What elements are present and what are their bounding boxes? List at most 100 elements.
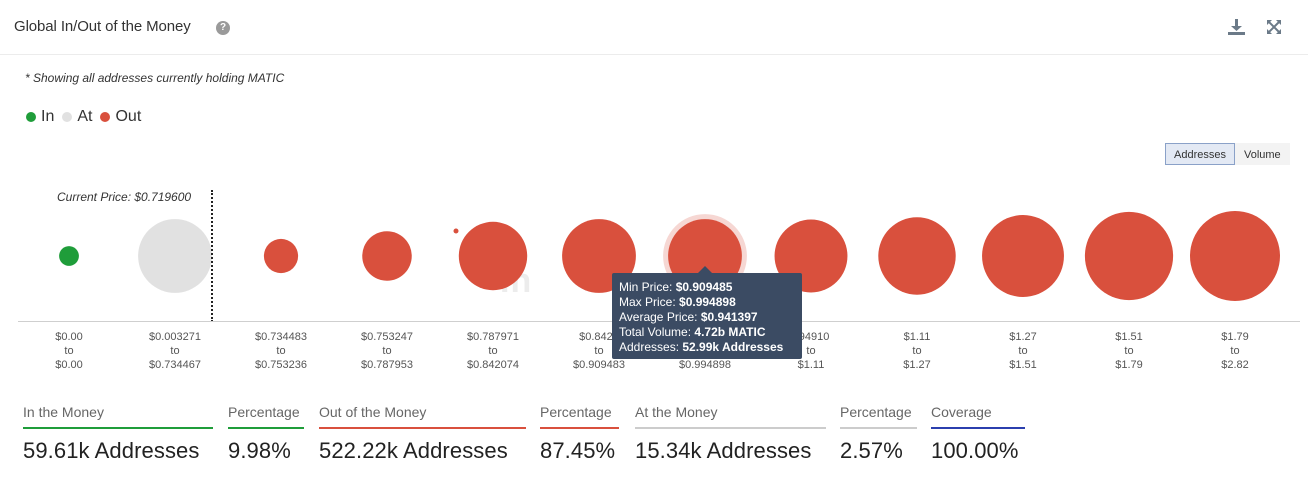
x-tick-min: $1.27 <box>1009 331 1037 343</box>
current-price-label: Current Price: $0.719600 <box>57 190 192 204</box>
x-tick-to: to <box>64 345 74 357</box>
summary-stats: In the Money 59.61k Addresses Percentage… <box>0 404 1308 484</box>
x-axis-ticks: $0.00 to $0.00 $0.003271 to $0.734467 $0.73448… <box>0 330 1308 375</box>
x-tick-label: $1.79 to $2.82 <box>1185 330 1285 372</box>
x-tick-max: $2.82 <box>1221 359 1249 371</box>
x-tick-max: $1.79 <box>1115 359 1143 371</box>
download-icon[interactable] <box>1225 16 1247 38</box>
x-tick-min: $0.00 <box>55 331 83 343</box>
volume-toggle-button[interactable]: Volume <box>1234 143 1290 165</box>
bubble-in[interactable] <box>59 246 79 266</box>
legend-dot-at <box>62 112 73 122</box>
legend: In At Out <box>26 107 149 127</box>
bubble-out[interactable] <box>878 217 956 295</box>
x-tick-max: $0.753236 <box>255 359 307 371</box>
x-tick-label: $0.994898 <box>655 330 755 372</box>
x-tick-max: $0.909483 <box>573 359 625 371</box>
stat-out-percentage: Percentage 87.45% <box>540 404 619 464</box>
x-tick-to: to <box>276 345 286 357</box>
stat-in-the-money: In the Money 59.61k Addresses <box>23 404 213 464</box>
stat-value: 15.34k Addresses <box>635 438 812 463</box>
bubble-out[interactable] <box>263 238 299 274</box>
stat-coverage: Coverage 100.00% <box>931 404 1025 464</box>
bubble-out[interactable] <box>1084 211 1174 301</box>
expand-icon[interactable] <box>1263 16 1285 38</box>
bubble-tooltip: Min Price: $0.909485 Max Price: $0.99489… <box>612 273 802 359</box>
legend-label: Out <box>115 108 142 125</box>
stat-out-of-the-money: Out of the Money 522.22k Addresses <box>319 404 526 464</box>
x-tick-min: $0.787971 <box>467 331 519 343</box>
stat-at-the-money: At the Money 15.34k Addresses <box>635 404 826 464</box>
x-tick-max: $0.994898 <box>679 359 731 371</box>
bubble-out[interactable] <box>362 231 412 281</box>
x-tick-to: to <box>382 345 392 357</box>
stat-value: 59.61k Addresses <box>23 438 200 463</box>
legend-label: At <box>77 108 93 125</box>
stat-label: Percentage <box>840 404 917 429</box>
x-tick-label: $0.734483 to $0.753236 <box>231 330 331 372</box>
holders-note: * Showing all addresses currently holdin… <box>25 71 285 85</box>
widget-header: Global In/Out of the Money ? <box>0 0 1308 55</box>
legend-dot-in <box>26 112 36 122</box>
x-tick-min: $0.734483 <box>255 331 307 343</box>
legend-label: In <box>41 108 55 125</box>
x-tick-label: $1.51 to $1.79 <box>1079 330 1179 372</box>
stat-label: In the Money <box>23 404 213 429</box>
x-tick-to: to <box>806 345 816 357</box>
bubble-out[interactable] <box>1190 211 1280 301</box>
tooltip-max-row: Max Price: $0.994898 <box>619 295 736 309</box>
x-tick-max: $0.00 <box>55 359 83 371</box>
x-tick-label: $0.003271 to $0.734467 <box>125 330 225 372</box>
stat-at-percentage: Percentage 2.57% <box>840 404 917 464</box>
x-tick-label: $1.11 to $1.27 <box>867 330 967 372</box>
x-tick-to: to <box>1230 345 1240 357</box>
legend-item-at[interactable]: At <box>62 108 92 126</box>
stat-value: 9.98% <box>228 438 291 463</box>
legend-item-out[interactable]: Out <box>100 108 141 126</box>
x-tick-min: $1.79 <box>1221 331 1249 343</box>
stat-value: 522.22k Addresses <box>319 438 508 463</box>
x-tick-to: to <box>1124 345 1134 357</box>
x-tick-max: $1.11 <box>797 359 825 371</box>
tooltip-volume-row: Total Volume: 4.72b MATIC <box>619 325 766 339</box>
bubble-at[interactable] <box>138 219 212 293</box>
x-tick-to: to <box>170 345 180 357</box>
x-tick-min: $0.003271 <box>149 331 201 343</box>
x-tick-label: $0.753247 to $0.787953 <box>337 330 437 372</box>
x-tick-label: $0.8420 to $0.909483 <box>549 330 649 372</box>
stat-label: Out of the Money <box>319 404 526 429</box>
stat-value: 2.57% <box>840 438 903 463</box>
bubble-out[interactable] <box>982 215 1064 297</box>
x-tick-max: $0.842074 <box>467 359 519 371</box>
x-tick-max: $1.27 <box>903 359 931 371</box>
bubble-marker-dot <box>453 228 459 234</box>
stat-value: 87.45% <box>540 438 616 463</box>
legend-dot-out <box>100 112 111 122</box>
tooltip-addresses-row: Addresses: 52.99k Addresses <box>619 340 784 354</box>
stat-label: Percentage <box>540 404 619 429</box>
bubble-out[interactable] <box>458 221 528 291</box>
addresses-toggle-button[interactable]: Addresses <box>1165 143 1235 165</box>
stat-value: 100.00% <box>931 438 1019 463</box>
legend-item-in[interactable]: In <box>26 108 54 126</box>
tooltip-min-row: Min Price: $0.909485 <box>619 280 733 294</box>
x-tick-to: to <box>594 345 604 357</box>
x-tick-to: to <box>912 345 922 357</box>
tooltip-arrow <box>698 266 712 273</box>
x-tick-label: $1.27 to $1.51 <box>973 330 1073 372</box>
x-tick-max: $1.51 <box>1009 359 1037 371</box>
x-tick-min: $0.753247 <box>361 331 413 343</box>
x-tick-max: $0.787953 <box>361 359 413 371</box>
stat-label: Coverage <box>931 404 1025 429</box>
x-tick-min: $1.11 <box>903 331 931 343</box>
widget-title: Global In/Out of the Money <box>14 18 191 35</box>
question-circle-icon[interactable]: ? <box>216 21 230 35</box>
stat-label: At the Money <box>635 404 826 429</box>
stat-in-percentage: Percentage 9.98% <box>228 404 304 464</box>
x-tick-max: $0.734467 <box>149 359 201 371</box>
x-tick-min: $1.51 <box>1115 331 1143 343</box>
stat-label: Percentage <box>228 404 304 429</box>
x-tick-to: to <box>488 345 498 357</box>
metric-toggle: Addresses Volume <box>1165 143 1290 165</box>
x-tick-label: $0.00 to $0.00 <box>19 330 119 372</box>
